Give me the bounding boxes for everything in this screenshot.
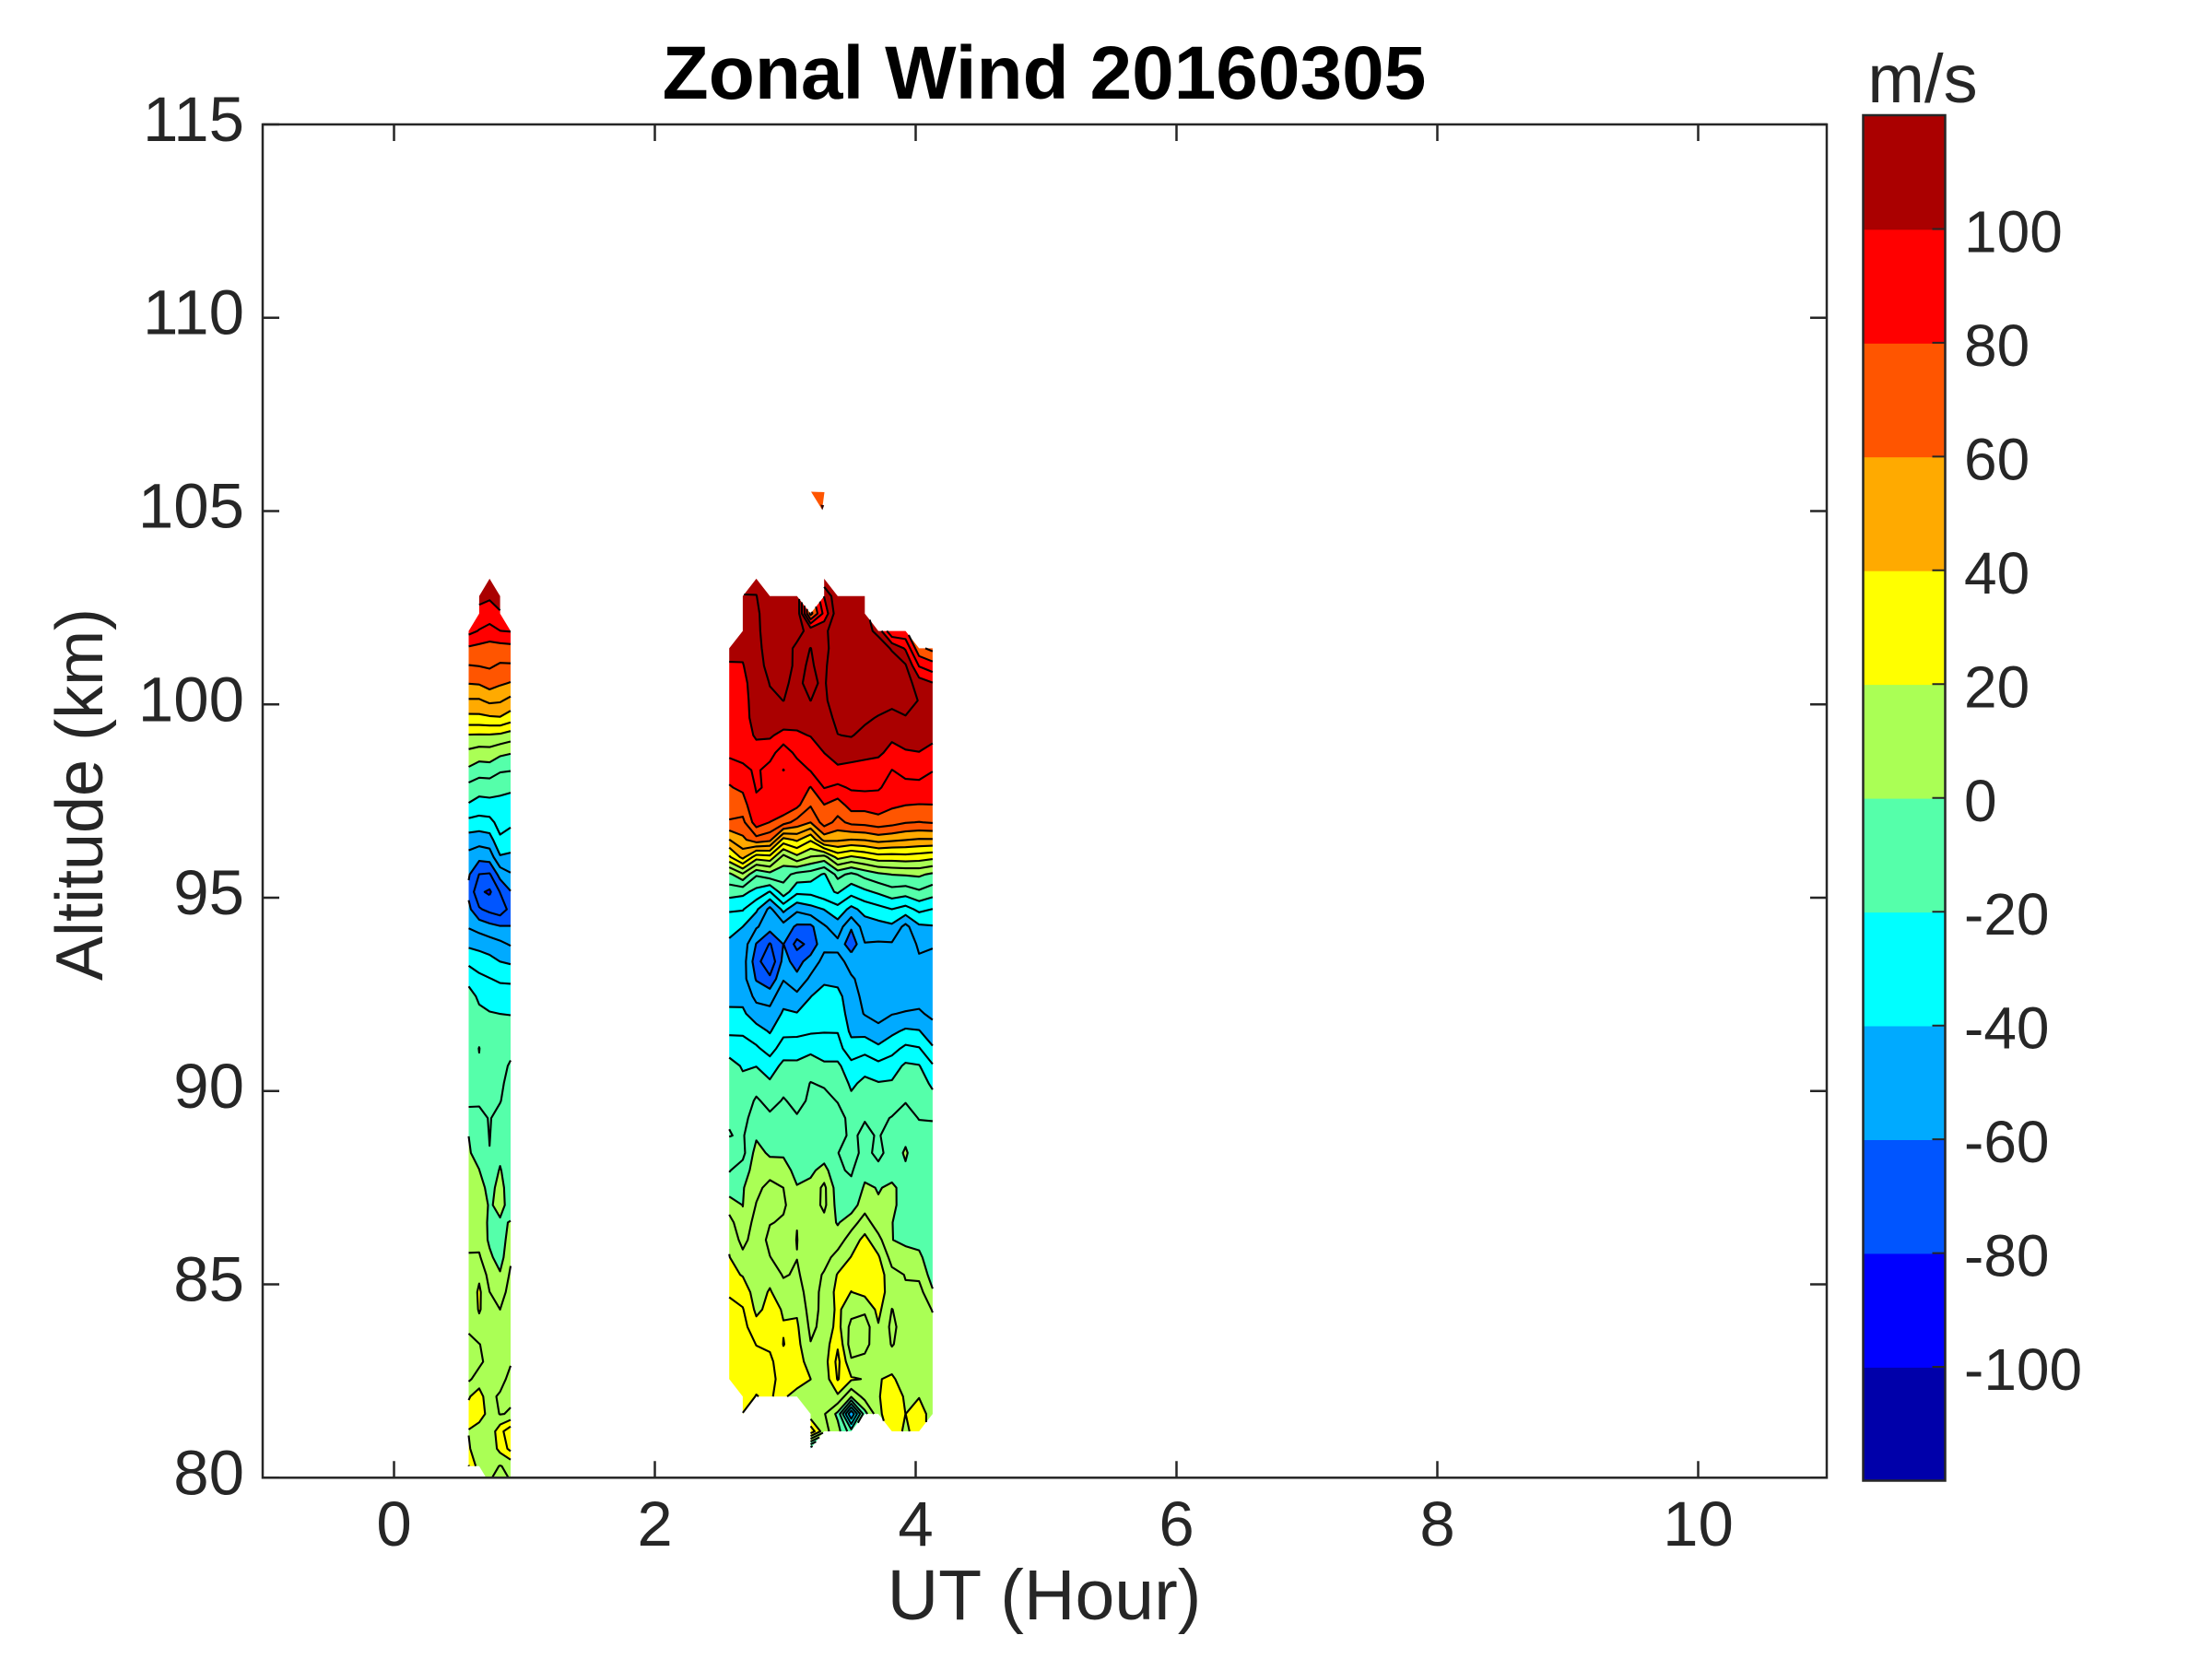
svg-text:m/s: m/s bbox=[1867, 41, 1977, 117]
svg-text:40: 40 bbox=[1964, 540, 2030, 606]
svg-text:10: 10 bbox=[1663, 1488, 1734, 1559]
svg-text:0: 0 bbox=[376, 1488, 411, 1559]
svg-text:6: 6 bbox=[1159, 1488, 1194, 1559]
svg-text:Zonal Wind 20160305: Zonal Wind 20160305 bbox=[663, 31, 1427, 115]
svg-text:90: 90 bbox=[173, 1051, 244, 1122]
svg-text:110: 110 bbox=[143, 277, 244, 348]
svg-text:80: 80 bbox=[1964, 312, 2030, 379]
svg-text:Altitude (km): Altitude (km) bbox=[43, 608, 117, 981]
svg-text:4: 4 bbox=[898, 1488, 933, 1559]
svg-text:100: 100 bbox=[1964, 199, 2063, 265]
svg-text:95: 95 bbox=[173, 857, 244, 928]
svg-text:105: 105 bbox=[138, 471, 244, 542]
svg-text:115: 115 bbox=[143, 84, 244, 155]
svg-text:8: 8 bbox=[1419, 1488, 1454, 1559]
svg-text:0: 0 bbox=[1964, 768, 1997, 834]
svg-text:100: 100 bbox=[138, 664, 244, 735]
svg-text:-20: -20 bbox=[1964, 881, 2050, 947]
svg-text:-100: -100 bbox=[1964, 1336, 2082, 1403]
svg-text:60: 60 bbox=[1964, 426, 2030, 492]
svg-text:-60: -60 bbox=[1964, 1109, 2050, 1175]
svg-text:80: 80 bbox=[173, 1437, 244, 1508]
svg-text:85: 85 bbox=[173, 1244, 244, 1315]
svg-text:20: 20 bbox=[1964, 653, 2030, 720]
svg-text:2: 2 bbox=[637, 1488, 672, 1559]
svg-text:-40: -40 bbox=[1964, 995, 2050, 1062]
svg-text:UT (Hour): UT (Hour) bbox=[888, 1556, 1202, 1635]
svg-text:-80: -80 bbox=[1964, 1223, 2050, 1289]
